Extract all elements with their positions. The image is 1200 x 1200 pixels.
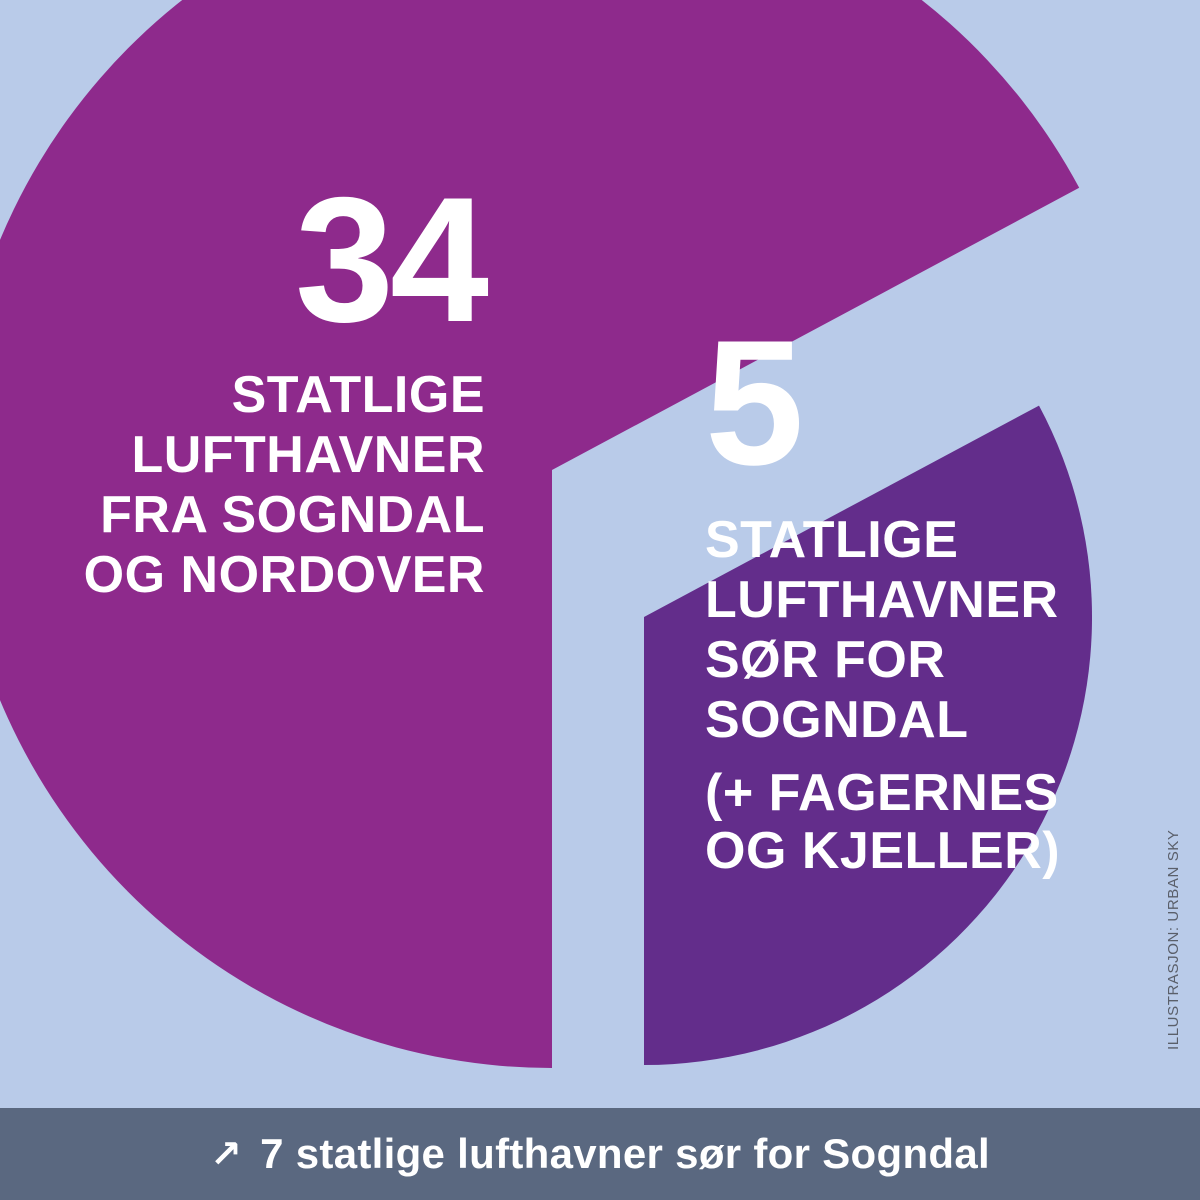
big-slice-line: STATLIGE [231,366,485,424]
small-slice-line: SOGNDAL [705,691,969,749]
big-slice-line: FRA SOGNDAL [100,486,485,544]
small-slice-note: (+ FAGERNES OG KJELLER) [705,764,1145,880]
big-slice-label: 34 STATLIGE LUFTHAVNER FRA SOGNDAL OG NO… [60,160,489,605]
small-slice-note-line: OG KJELLER) [705,822,1061,880]
pie-chart [0,0,1093,1068]
small-slice-note-line: (+ FAGERNES [705,764,1059,822]
small-slice-line: STATLIGE [705,511,959,569]
big-slice-description: STATLIGE LUFTHAVNER FRA SOGNDAL OG NORDO… [60,365,485,605]
pie-slice-large [0,0,1080,1068]
pie-slice-small [644,405,1093,1066]
footer-bar: ↗ 7 statlige lufthavner sør for Sogndal [0,1108,1200,1200]
arrow-up-right-icon: ↗ [209,1133,243,1176]
big-slice-number: 34 [295,160,489,359]
small-slice-line: SØR FOR [705,631,946,689]
small-slice-description: STATLIGE LUFTHAVNER SØR FOR SOGNDAL [705,510,1145,750]
illustration-credit: ILLUSTRASJON: URBAN SKY [1165,829,1182,1050]
small-slice-number: 5 [705,303,804,502]
footer-text: 7 statlige lufthavner sør for Sogndal [260,1130,991,1177]
small-slice-line: LUFTHAVNER [705,571,1059,629]
small-slice-label: 5 STATLIGE LUFTHAVNER SØR FOR SOGNDAL (+… [705,303,1145,881]
big-slice-line: LUFTHAVNER [131,426,485,484]
big-slice-line: OG NORDOVER [83,546,485,604]
